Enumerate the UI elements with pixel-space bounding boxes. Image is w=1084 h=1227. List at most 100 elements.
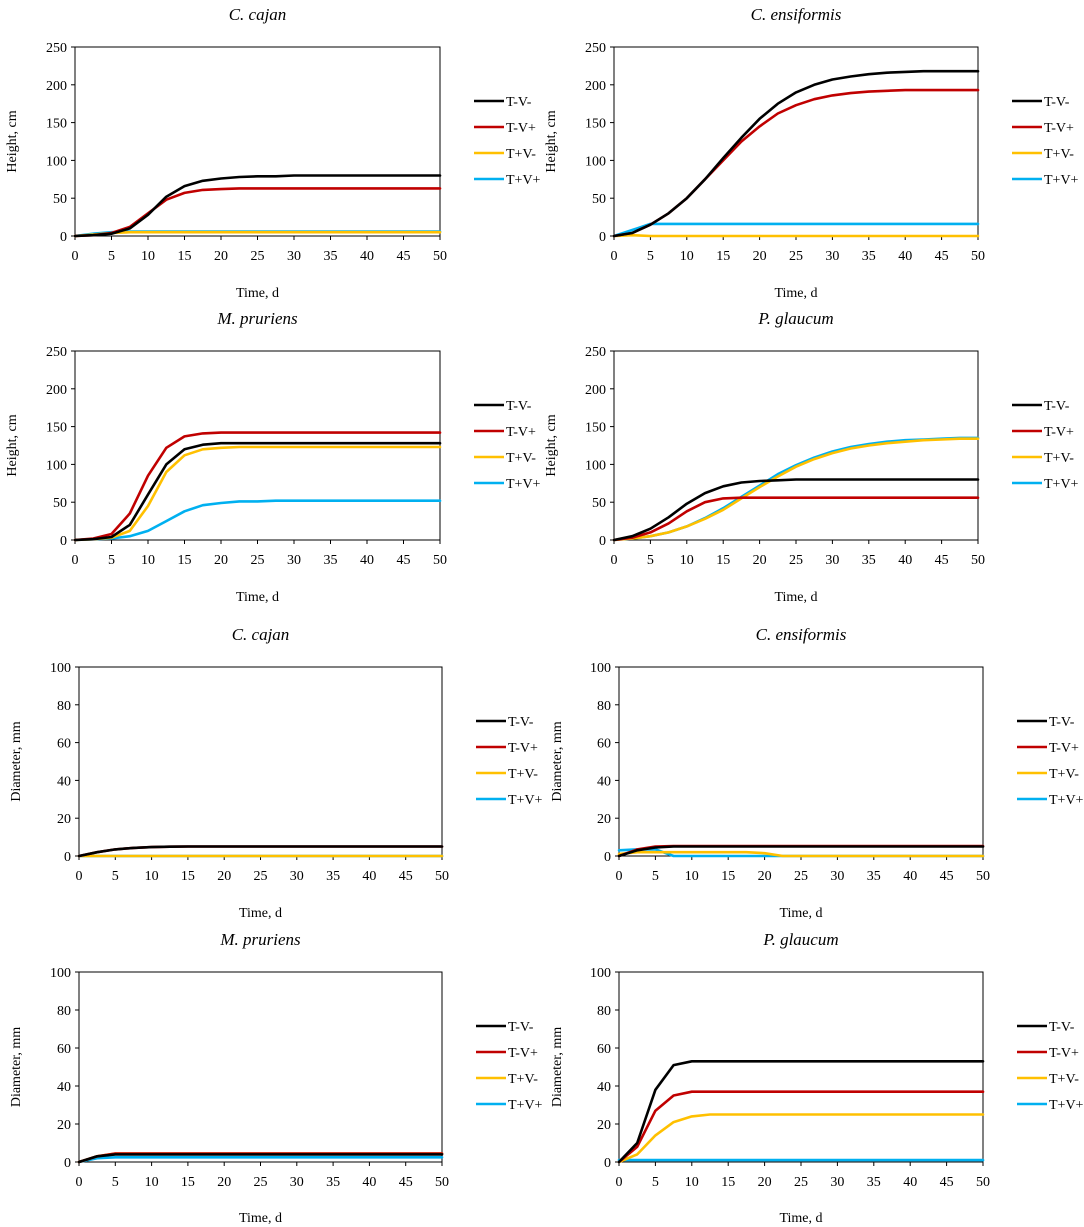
x-tick-label: 25 xyxy=(794,869,808,884)
legend-label: T+V+ xyxy=(1044,173,1079,188)
legend-label: T-V+ xyxy=(508,1046,538,1061)
legend-label: T+V- xyxy=(508,767,538,782)
x-tick-label: 15 xyxy=(716,249,730,264)
x-axis-label: Time, d xyxy=(774,590,817,605)
series-line-TminusVminus xyxy=(77,845,444,858)
y-tick-label: 80 xyxy=(597,699,611,714)
legend-label: T+V+ xyxy=(1049,793,1084,808)
x-tick-label: 15 xyxy=(721,1175,735,1190)
chart-panel-3: M. pruriens 0 50 100 150 200 250 0 5 10 15 20 25 30 35… xyxy=(5,309,541,605)
x-tick-label: 50 xyxy=(435,1175,449,1190)
series-line-TminusVminus xyxy=(612,69,980,238)
y-tick-label: 0 xyxy=(604,850,611,865)
x-tick-label: 40 xyxy=(362,869,376,884)
x-tick-label: 40 xyxy=(898,553,912,568)
x-tick-label: 40 xyxy=(903,869,917,884)
series-line-TplusVminus xyxy=(612,437,980,542)
x-tick-label: 45 xyxy=(940,1175,954,1190)
y-tick-label: 80 xyxy=(57,1004,71,1019)
x-tick-label: 45 xyxy=(940,869,954,884)
x-tick-label: 5 xyxy=(112,1175,119,1190)
x-tick-label: 10 xyxy=(685,1175,699,1190)
x-tick-label: 35 xyxy=(326,1175,340,1190)
chart-panel-8: P. glaucum 0 20 40 60 80 100 0 5 10 15 20 25 30 35 40 45… xyxy=(550,930,1084,1226)
x-tick-label: 25 xyxy=(794,1175,808,1190)
legend-label: T-V- xyxy=(1044,95,1070,110)
x-tick-label: 35 xyxy=(324,553,338,568)
chart-title: C. cajan xyxy=(232,625,290,644)
y-tick-label: 80 xyxy=(57,699,71,714)
x-tick-label: 20 xyxy=(217,1175,231,1190)
x-tick-label: 40 xyxy=(898,249,912,264)
x-tick-label: 40 xyxy=(360,249,374,264)
legend-label: T+V- xyxy=(506,451,536,466)
x-tick-label: 40 xyxy=(903,1175,917,1190)
series-line-TplusVplus xyxy=(73,499,442,542)
series-line-TplusVminus xyxy=(617,1113,985,1164)
legend-label: T-V+ xyxy=(1049,1046,1079,1061)
series-line-TminusVminus xyxy=(612,478,980,542)
x-tick-label: 30 xyxy=(825,249,839,264)
x-tick-label: 45 xyxy=(935,249,949,264)
x-tick-label: 50 xyxy=(433,249,447,264)
chart-title: C. ensiformis xyxy=(756,625,847,644)
x-tick-label: 10 xyxy=(141,553,155,568)
x-tick-label: 30 xyxy=(290,1175,304,1190)
legend-label: T+V- xyxy=(1044,451,1074,466)
x-tick-label: 20 xyxy=(758,1175,772,1190)
x-tick-label: 0 xyxy=(72,249,79,264)
y-tick-label: 100 xyxy=(46,154,67,169)
chart-title: P. glaucum xyxy=(762,930,838,949)
y-tick-label: 60 xyxy=(57,1042,71,1057)
x-axis-label: Time, d xyxy=(239,906,282,921)
legend-label: T-V+ xyxy=(506,425,536,440)
chart-panel-4: P. glaucum 0 50 100 150 200 250 0 5 10 15 20 25 30 35 4… xyxy=(544,309,1079,605)
legend-label: T-V- xyxy=(506,95,532,110)
x-tick-label: 45 xyxy=(935,553,949,568)
y-tick-label: 60 xyxy=(597,737,611,752)
x-tick-label: 50 xyxy=(433,553,447,568)
series-line-TminusVplus xyxy=(617,1090,985,1164)
x-tick-label: 20 xyxy=(217,869,231,884)
x-tick-label: 35 xyxy=(867,869,881,884)
x-tick-label: 10 xyxy=(680,553,694,568)
y-axis-label: Diameter, mm xyxy=(550,1027,565,1107)
x-tick-label: 30 xyxy=(830,1175,844,1190)
legend-label: T-V+ xyxy=(508,741,538,756)
y-tick-label: 150 xyxy=(46,117,67,132)
y-axis-label: Height, cm xyxy=(5,414,20,476)
x-tick-label: 20 xyxy=(214,249,228,264)
legend-label: T+V+ xyxy=(1049,1098,1084,1113)
x-tick-label: 25 xyxy=(254,869,268,884)
series-line-TplusVminus xyxy=(73,445,442,542)
chart-panel-7: M. pruriens 0 20 40 60 80 100 0 5 10 15 20 25 30 35 40 4… xyxy=(9,930,543,1226)
x-tick-label: 0 xyxy=(616,869,623,884)
x-tick-label: 45 xyxy=(399,1175,413,1190)
y-tick-label: 60 xyxy=(57,737,71,752)
chart-panel-1: C. cajan 0 50 100 150 200 250 0 5 10 15 20 25 30 35 40 4… xyxy=(5,5,541,301)
x-tick-label: 0 xyxy=(72,553,79,568)
y-tick-label: 50 xyxy=(592,192,606,207)
chart-panel-5: C. cajan 0 20 40 60 80 100 0 5 10 15 20 25 30 35 40 45 50… xyxy=(9,625,543,921)
x-tick-label: 30 xyxy=(825,553,839,568)
plot-area xyxy=(618,666,984,857)
x-tick-label: 35 xyxy=(867,1175,881,1190)
y-tick-label: 60 xyxy=(597,1042,611,1057)
x-tick-label: 15 xyxy=(721,869,735,884)
x-tick-label: 5 xyxy=(112,869,119,884)
y-tick-label: 200 xyxy=(46,79,67,94)
legend-label: T+V+ xyxy=(506,477,541,492)
chart-title: M. pruriens xyxy=(219,930,301,949)
y-tick-label: 20 xyxy=(57,812,71,827)
x-tick-label: 5 xyxy=(108,249,115,264)
legend-label: T+V+ xyxy=(508,793,543,808)
y-tick-label: 200 xyxy=(585,383,606,398)
y-tick-label: 0 xyxy=(599,230,606,245)
plot-area xyxy=(78,666,443,857)
x-axis-label: Time, d xyxy=(239,1211,282,1226)
legend-label: T+V- xyxy=(1049,1072,1079,1087)
x-tick-label: 20 xyxy=(214,553,228,568)
y-axis-label: Height, cm xyxy=(544,110,559,172)
x-tick-label: 10 xyxy=(145,1175,159,1190)
